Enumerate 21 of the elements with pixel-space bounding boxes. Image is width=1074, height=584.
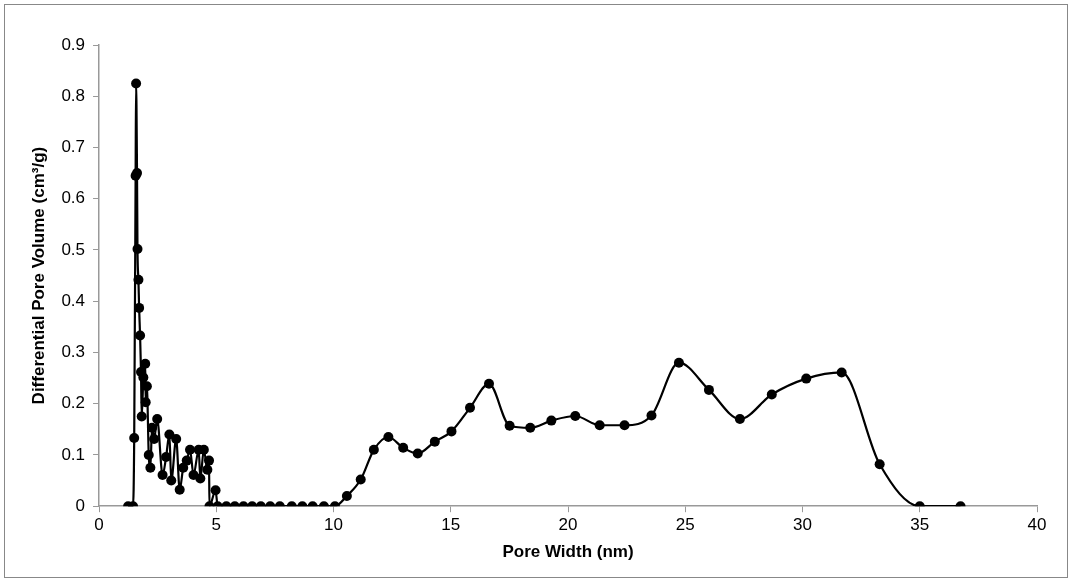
y-tick-label: 0.8 <box>61 85 86 105</box>
x-tick-label: 5 <box>211 515 222 535</box>
x-tick-label: 30 <box>793 515 812 535</box>
x-tick-label: 35 <box>910 515 930 535</box>
y-tick-label: 0.5 <box>61 239 86 259</box>
y-tick-label: 0.6 <box>61 188 86 208</box>
x-tick-label: 40 <box>1027 515 1047 535</box>
y-tick-label: 0.7 <box>61 137 86 157</box>
x-tick-label: 15 <box>441 515 461 535</box>
x-tick-label: 10 <box>324 515 343 535</box>
x-tick-label: 25 <box>675 515 695 535</box>
y-tick-label: 0.3 <box>61 342 86 362</box>
x-tick-label: 0 <box>94 515 104 535</box>
y-tick-label: 0.4 <box>61 290 86 310</box>
y-axis-title: Differential Pore Volume (cm³/g) <box>28 146 48 405</box>
x-axis-title: Pore Width (nm) <box>502 542 634 562</box>
y-tick-label: 0.2 <box>61 393 86 413</box>
y-tick-label: 0 <box>75 495 86 515</box>
y-tick-label: 0.1 <box>61 444 86 464</box>
x-tick-label: 20 <box>558 515 578 535</box>
y-tick-label: 0.9 <box>61 34 86 54</box>
